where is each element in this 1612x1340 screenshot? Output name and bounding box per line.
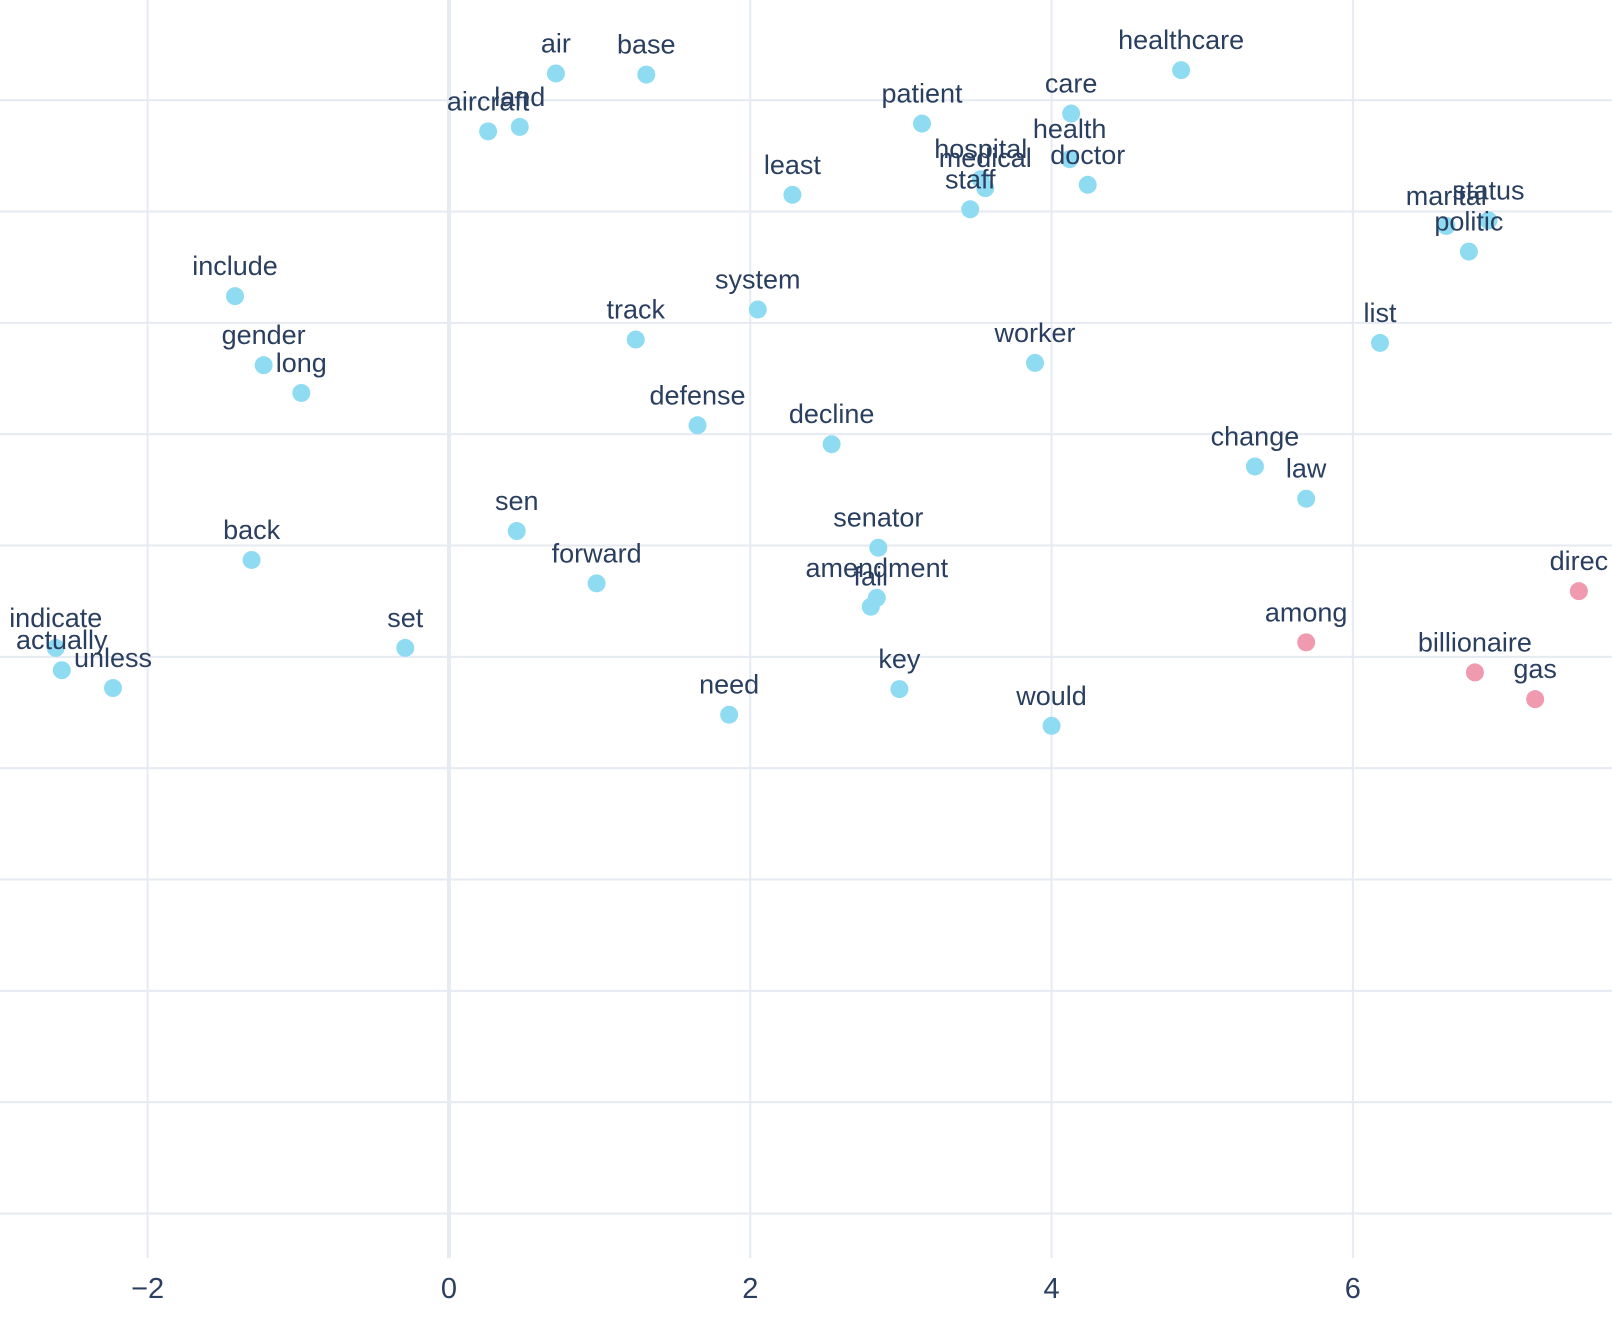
- data-point[interactable]: [1297, 489, 1316, 508]
- data-point[interactable]: [626, 330, 645, 349]
- point-label: status: [1452, 175, 1524, 205]
- point-label: forward: [552, 538, 642, 568]
- point-label: unless: [74, 643, 152, 673]
- data-point[interactable]: [507, 522, 526, 541]
- x-tick-label: 6: [1345, 1273, 1361, 1305]
- point-label: set: [387, 603, 424, 633]
- data-point[interactable]: [890, 680, 909, 699]
- point-label: track: [607, 295, 666, 325]
- data-point[interactable]: [1465, 663, 1484, 682]
- point-label: care: [1045, 69, 1098, 99]
- data-point[interactable]: [546, 64, 565, 83]
- data-point[interactable]: [510, 117, 529, 136]
- point-label: politic: [1434, 207, 1503, 237]
- data-point[interactable]: [1078, 175, 1097, 194]
- point-label: indicate: [9, 603, 102, 633]
- data-point[interactable]: [1060, 150, 1079, 169]
- data-point[interactable]: [688, 416, 707, 435]
- data-points: [46, 61, 1588, 735]
- point-label: fail: [854, 562, 889, 592]
- point-label: change: [1211, 421, 1300, 451]
- point-label: need: [699, 670, 759, 700]
- x-tick-label: 2: [742, 1273, 758, 1305]
- point-label: decline: [789, 399, 875, 429]
- point-label: land: [494, 82, 545, 112]
- point-label: healthcare: [1118, 25, 1244, 55]
- data-point[interactable]: [46, 638, 65, 657]
- point-label: include: [192, 251, 278, 281]
- point-label: patient: [881, 79, 963, 109]
- data-point[interactable]: [1479, 211, 1498, 230]
- point-label: list: [1363, 298, 1396, 328]
- data-point[interactable]: [1172, 61, 1191, 80]
- point-label: sen: [495, 486, 539, 516]
- point-label: actually: [16, 625, 108, 655]
- data-point[interactable]: [1459, 242, 1478, 261]
- data-point[interactable]: [1569, 582, 1588, 601]
- point-label: amendment: [806, 553, 949, 583]
- data-point[interactable]: [1245, 457, 1264, 476]
- data-point[interactable]: [861, 597, 880, 616]
- point-label: staff: [945, 164, 996, 194]
- point-label: worker: [993, 318, 1075, 348]
- data-point[interactable]: [587, 574, 606, 593]
- point-label: least: [764, 150, 822, 180]
- data-point[interactable]: [1062, 104, 1081, 123]
- point-labels: air base healthcare care patient aircraftland…: [9, 25, 1608, 711]
- point-label: defense: [649, 380, 745, 410]
- point-label: hospital: [934, 134, 1027, 164]
- data-point[interactable]: [961, 200, 980, 219]
- data-point[interactable]: [1370, 333, 1389, 352]
- x-tick-label: 4: [1043, 1273, 1059, 1305]
- point-label: gender: [222, 320, 306, 350]
- data-point[interactable]: [720, 705, 739, 724]
- point-label: system: [715, 264, 801, 294]
- data-point[interactable]: [396, 638, 415, 657]
- data-point[interactable]: [1297, 633, 1316, 652]
- point-label: long: [276, 348, 327, 378]
- point-label: direc: [1550, 546, 1609, 576]
- point-label: base: [617, 30, 676, 60]
- point-label: gas: [1513, 654, 1557, 684]
- point-label: back: [223, 515, 281, 545]
- point-label: air: [541, 28, 571, 58]
- point-label: billionaire: [1418, 627, 1532, 657]
- point-label: key: [878, 644, 921, 674]
- data-point[interactable]: [748, 300, 767, 319]
- point-label: among: [1265, 597, 1348, 627]
- point-label: doctor: [1050, 140, 1125, 170]
- data-point[interactable]: [292, 383, 311, 402]
- point-label: senator: [833, 503, 923, 533]
- point-label: medical: [939, 143, 1032, 173]
- data-point[interactable]: [1526, 690, 1545, 709]
- x-axis-ticks: −2 0 2 4 6: [131, 1273, 1361, 1305]
- data-point[interactable]: [103, 679, 122, 698]
- data-point[interactable]: [1437, 216, 1456, 235]
- point-label: health: [1033, 114, 1107, 144]
- x-tick-label: 0: [441, 1273, 457, 1305]
- data-point[interactable]: [242, 550, 261, 569]
- data-point[interactable]: [783, 185, 802, 204]
- data-point[interactable]: [869, 538, 888, 557]
- data-point[interactable]: [1025, 353, 1044, 372]
- point-label: aircraft: [447, 86, 530, 116]
- data-point[interactable]: [226, 287, 245, 306]
- data-point[interactable]: [52, 661, 71, 680]
- point-label: marital: [1406, 181, 1487, 211]
- data-point[interactable]: [1042, 716, 1061, 735]
- data-point[interactable]: [913, 114, 932, 133]
- grid-lines: [0, 0, 1612, 1258]
- x-tick-label: −2: [131, 1273, 164, 1305]
- point-label: would: [1015, 681, 1087, 711]
- point-label: law: [1286, 454, 1327, 484]
- data-point[interactable]: [479, 122, 498, 141]
- data-point[interactable]: [822, 435, 841, 454]
- data-point[interactable]: [976, 179, 995, 198]
- data-point[interactable]: [637, 65, 656, 84]
- data-point[interactable]: [254, 356, 273, 375]
